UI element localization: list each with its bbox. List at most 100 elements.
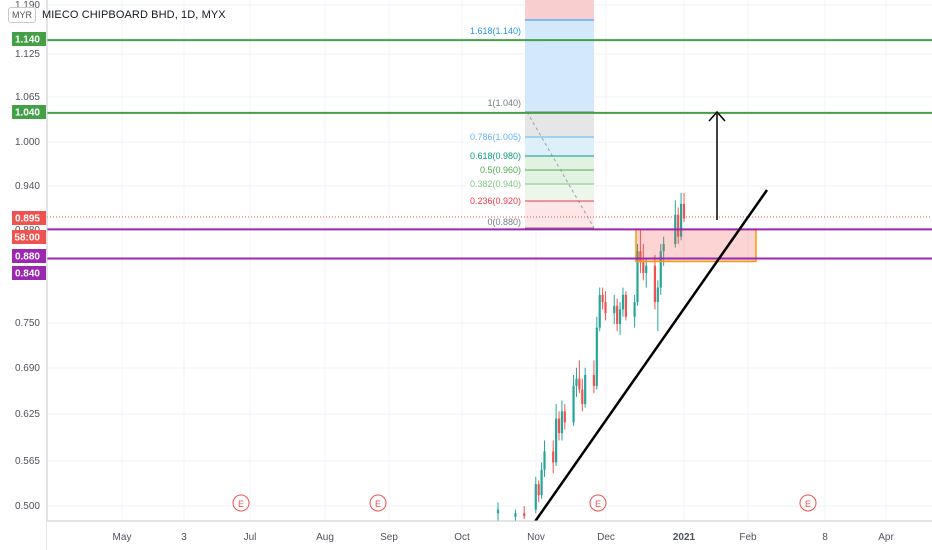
symbol-title: MIECO CHIPBOARD BHD, 1D, MYX <box>42 9 226 21</box>
fib-zone-extension <box>525 20 594 112</box>
time-tick-label: May <box>113 532 132 543</box>
candle-body <box>592 374 596 386</box>
fib-zone-0382-0236 <box>525 184 594 201</box>
candle-body <box>677 214 680 237</box>
candle-body <box>624 294 627 317</box>
price-badge <box>12 105 46 119</box>
candle-body <box>563 411 566 423</box>
time-axis-background <box>47 521 932 550</box>
time-tick-label: Sep <box>380 532 398 543</box>
candle-body <box>555 418 558 463</box>
candle-body <box>621 294 625 310</box>
price-badge <box>12 32 46 46</box>
candle-body <box>656 287 659 303</box>
candle-body <box>578 378 581 390</box>
time-tick-label: Feb <box>739 532 757 543</box>
candle-body <box>601 294 604 303</box>
price-badge <box>12 230 46 244</box>
candle-body <box>616 305 619 324</box>
fib-level-label: 0.618(0.980) <box>470 151 521 161</box>
earnings-marker[interactable] <box>799 494 817 512</box>
time-tick-label: Aug <box>316 532 334 543</box>
candle-body <box>534 484 537 510</box>
fib-level-label: 0(0.880) <box>487 217 521 227</box>
price-tick-label: 0.940 <box>15 181 40 192</box>
candle-body <box>679 203 683 237</box>
candle-body <box>496 509 500 514</box>
candle-body <box>523 513 526 517</box>
price-badge-label: 1.040 <box>15 108 40 119</box>
fib-level-label: 0.382(0.940) <box>470 179 521 189</box>
candle-body <box>645 265 648 274</box>
price-badge-label: 1.140 <box>15 35 40 46</box>
candle-body <box>598 294 601 328</box>
time-tick-label: Nov <box>527 532 545 543</box>
earnings-marker-label: E <box>805 499 811 509</box>
earnings-marker-label: E <box>375 499 381 509</box>
candle-body <box>557 418 561 434</box>
time-tick-label: Jul <box>244 532 257 543</box>
time-tick-label: 3 <box>181 532 187 543</box>
candle-body <box>595 327 598 386</box>
candle-body <box>659 251 662 288</box>
time-tick-label: Apr <box>878 532 894 543</box>
fib-zone-1-0786 <box>525 112 594 137</box>
price-badge <box>12 266 46 280</box>
candle-body <box>514 513 517 517</box>
target-arrow-head <box>708 110 726 122</box>
price-tick-label: 1.065 <box>15 92 40 103</box>
candle-body <box>572 385 575 423</box>
fib-zone-0236-0 <box>525 201 594 228</box>
earnings-marker[interactable] <box>369 494 387 512</box>
candle-body <box>543 451 546 470</box>
candle-body <box>581 389 584 405</box>
price-badge-label: 0.895 <box>15 214 40 225</box>
earnings-marker[interactable] <box>589 494 607 512</box>
price-badge-label: 0.880 <box>15 252 40 263</box>
earnings-marker[interactable] <box>232 494 250 512</box>
price-badge <box>12 249 46 263</box>
candle-body <box>552 451 555 463</box>
price-tick-label: 1.125 <box>15 49 40 60</box>
candle-body <box>584 374 587 405</box>
candle-body <box>636 251 639 303</box>
candle-body <box>653 265 657 303</box>
candle-body <box>682 203 686 219</box>
support-box[interactable] <box>635 228 757 263</box>
candle-body <box>540 469 543 496</box>
earnings-marker-label: E <box>595 499 601 509</box>
fib-level-label: 1.618(1.140) <box>470 26 521 36</box>
candle-body <box>642 262 645 274</box>
time-tick-label: Oct <box>454 532 470 543</box>
time-tick-label: 2021 <box>673 532 696 543</box>
price-tick-label: 0.625 <box>15 409 40 420</box>
fib-zone-0786-0618 <box>525 137 594 156</box>
time-tick-label: Dec <box>597 532 615 543</box>
candle-body <box>662 243 665 252</box>
time-tick-label: 8 <box>822 532 828 543</box>
candle-body <box>537 484 540 496</box>
candle-body <box>613 305 616 314</box>
price-tick-label: 0.750 <box>15 318 40 329</box>
fib-level-label: 0.786(1.005) <box>470 132 521 142</box>
fib-level-label: 0.5(0.960) <box>480 165 521 175</box>
price-tick-label: 1.000 <box>15 137 40 148</box>
price-tick-label: 1.190 <box>15 0 40 11</box>
price-tick-label: 0.500 <box>15 501 40 512</box>
earnings-marker-label: E <box>238 499 244 509</box>
currency-badge[interactable]: MYR <box>8 7 36 23</box>
price-badge <box>12 211 46 225</box>
candle-body <box>575 378 578 386</box>
fib-level-label: 1(1.040) <box>487 98 521 108</box>
chart-header: MYR MIECO CHIPBOARD BHD, 1D, MYX <box>8 7 226 23</box>
candle-body <box>633 302 636 317</box>
price-badge-label: 58:00 <box>14 233 40 244</box>
price-tick-label: 0.690 <box>15 363 40 374</box>
fib-level-label: 0.236(0.920) <box>470 196 521 206</box>
fib-zone-top <box>525 0 594 20</box>
candle-body <box>639 251 642 263</box>
candle-body <box>560 411 564 434</box>
trend-line[interactable] <box>532 189 769 524</box>
price-badge-label: 0.840 <box>15 269 40 280</box>
